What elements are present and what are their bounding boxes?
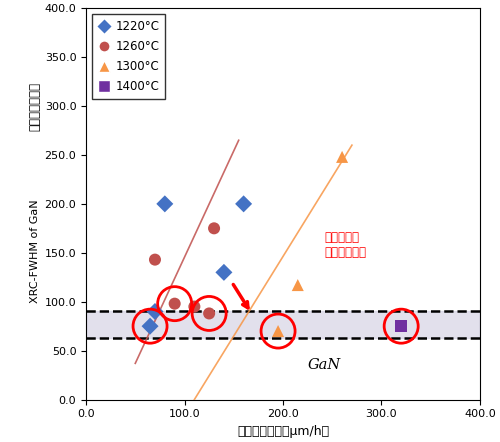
X-axis label: 結晶成長速度（μm/h）: 結晶成長速度（μm/h）: [237, 425, 329, 438]
1260°C: [170, 300, 178, 307]
1260°C: [205, 310, 213, 317]
1220°C: [220, 269, 228, 276]
Text: GaN: GaN: [308, 358, 340, 372]
1300°C: [274, 328, 282, 335]
1220°C: [240, 200, 248, 207]
1300°C: [294, 282, 302, 289]
Point: [146, 323, 154, 330]
Text: （角度［秒］）: （角度［秒］）: [28, 81, 42, 130]
1260°C: [151, 256, 159, 263]
1220°C: [146, 323, 154, 330]
Point: [397, 323, 405, 330]
1220°C: [161, 200, 169, 207]
Point: [205, 310, 213, 317]
1300°C: [338, 153, 346, 160]
Text: 成長速度と
結晶性の両立: 成長速度と 結晶性の両立: [324, 231, 366, 259]
1220°C: [151, 308, 159, 315]
Point: [274, 328, 282, 335]
Point: [170, 300, 178, 307]
Legend: 1220°C, 1260°C, 1300°C, 1400°C: 1220°C, 1260°C, 1300°C, 1400°C: [92, 14, 166, 99]
Text: XRC-FWHM of GaN: XRC-FWHM of GaN: [30, 199, 40, 303]
1260°C: [190, 303, 198, 310]
Bar: [86, 312, 480, 338]
1260°C: [210, 225, 218, 232]
1400°C: [397, 323, 405, 330]
